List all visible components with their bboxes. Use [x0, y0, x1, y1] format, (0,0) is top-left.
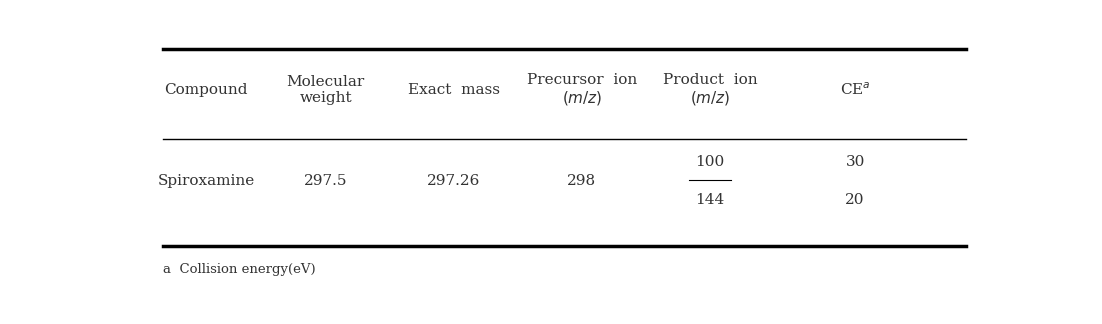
Text: Exact  mass: Exact mass [408, 83, 499, 97]
Text: Precursor  ion
$(m/z)$: Precursor ion $(m/z)$ [527, 73, 637, 107]
Text: Molecular
weight: Molecular weight [287, 75, 365, 105]
Text: CE$^{a}$: CE$^{a}$ [840, 82, 871, 98]
Text: 20: 20 [845, 193, 865, 207]
Text: 30: 30 [845, 156, 865, 169]
Text: 100: 100 [695, 156, 725, 169]
Text: 297.26: 297.26 [428, 174, 480, 188]
Text: 297.5: 297.5 [304, 174, 347, 188]
Text: a  Collision energy(eV): a Collision energy(eV) [163, 263, 316, 276]
Text: Compound: Compound [164, 83, 248, 97]
Text: 144: 144 [695, 193, 725, 207]
Text: Spiroxamine: Spiroxamine [158, 174, 255, 188]
Text: Product  ion
$(m/z)$: Product ion $(m/z)$ [662, 73, 757, 107]
Text: 298: 298 [568, 174, 596, 188]
